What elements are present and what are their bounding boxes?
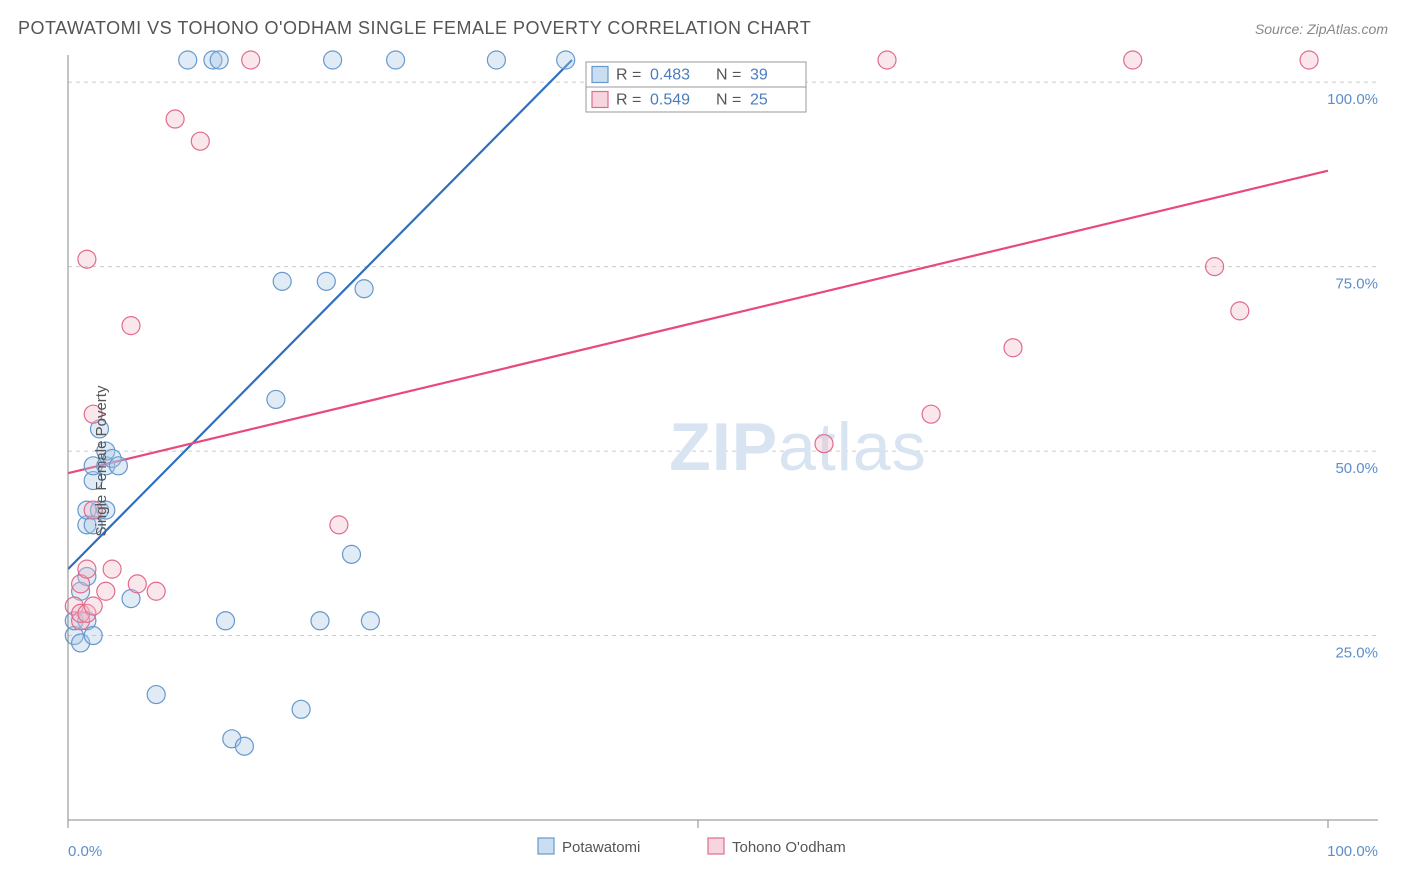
corr-n-label: N = <box>716 92 741 109</box>
corr-swatch <box>592 67 608 83</box>
data-point <box>355 280 373 298</box>
data-point <box>324 51 342 69</box>
data-point <box>292 700 310 718</box>
data-point <box>878 51 896 69</box>
data-point <box>84 627 102 645</box>
corr-n-value: 25 <box>750 92 768 109</box>
data-point <box>1300 51 1318 69</box>
data-point <box>103 560 121 578</box>
data-point <box>78 250 96 268</box>
data-point <box>78 560 96 578</box>
data-point <box>147 582 165 600</box>
data-point <box>84 597 102 615</box>
legend-label: Potawatomi <box>562 839 640 856</box>
data-point <box>343 545 361 563</box>
data-point <box>311 612 329 630</box>
data-point <box>361 612 379 630</box>
corr-r-value: 0.483 <box>650 67 690 84</box>
data-point <box>1231 302 1249 320</box>
data-point <box>97 582 115 600</box>
corr-swatch <box>592 92 608 108</box>
corr-r-value: 0.549 <box>650 92 690 109</box>
y-tick-label: 25.0% <box>1335 645 1378 662</box>
corr-n-value: 39 <box>750 67 768 84</box>
data-point <box>387 51 405 69</box>
legend-label: Tohono O'odham <box>732 839 846 856</box>
data-point <box>557 51 575 69</box>
data-point <box>191 132 209 150</box>
y-axis-label: Single Female Poverty <box>93 386 110 537</box>
data-point <box>109 457 127 475</box>
data-point <box>210 51 228 69</box>
data-point <box>1124 51 1142 69</box>
data-point <box>166 110 184 128</box>
corr-r-label: R = <box>616 67 641 84</box>
legend-swatch <box>708 838 724 854</box>
data-point <box>242 51 260 69</box>
trend-line <box>68 60 572 569</box>
source-label: Source: ZipAtlas.com <box>1255 21 1388 37</box>
data-point <box>922 405 940 423</box>
page-title: POTAWATOMI VS TOHONO O'ODHAM SINGLE FEMA… <box>18 18 811 39</box>
data-point <box>330 516 348 534</box>
corr-n-label: N = <box>716 67 741 84</box>
data-point <box>1206 258 1224 276</box>
data-point <box>273 272 291 290</box>
data-point <box>487 51 505 69</box>
data-point <box>147 686 165 704</box>
data-point <box>317 272 335 290</box>
legend-swatch <box>538 838 554 854</box>
y-tick-label: 50.0% <box>1335 460 1378 477</box>
correlation-chart: 25.0% 50.0% 75.0% 100.0% ZIPatlas 0.0% 100.0% R… <box>18 50 1388 872</box>
data-point <box>267 390 285 408</box>
corr-r-label: R = <box>616 92 641 109</box>
data-point <box>217 612 235 630</box>
data-point <box>815 435 833 453</box>
data-point <box>1004 339 1022 357</box>
data-point <box>235 737 253 755</box>
data-point <box>122 317 140 335</box>
y-tick-label: 100.0% <box>1327 91 1378 108</box>
data-point <box>128 575 146 593</box>
watermark: ZIPatlas <box>669 409 926 485</box>
y-tick-label: 75.0% <box>1335 276 1378 293</box>
data-point <box>179 51 197 69</box>
x-tick-label: 0.0% <box>68 843 102 860</box>
x-tick-label: 100.0% <box>1327 843 1378 860</box>
